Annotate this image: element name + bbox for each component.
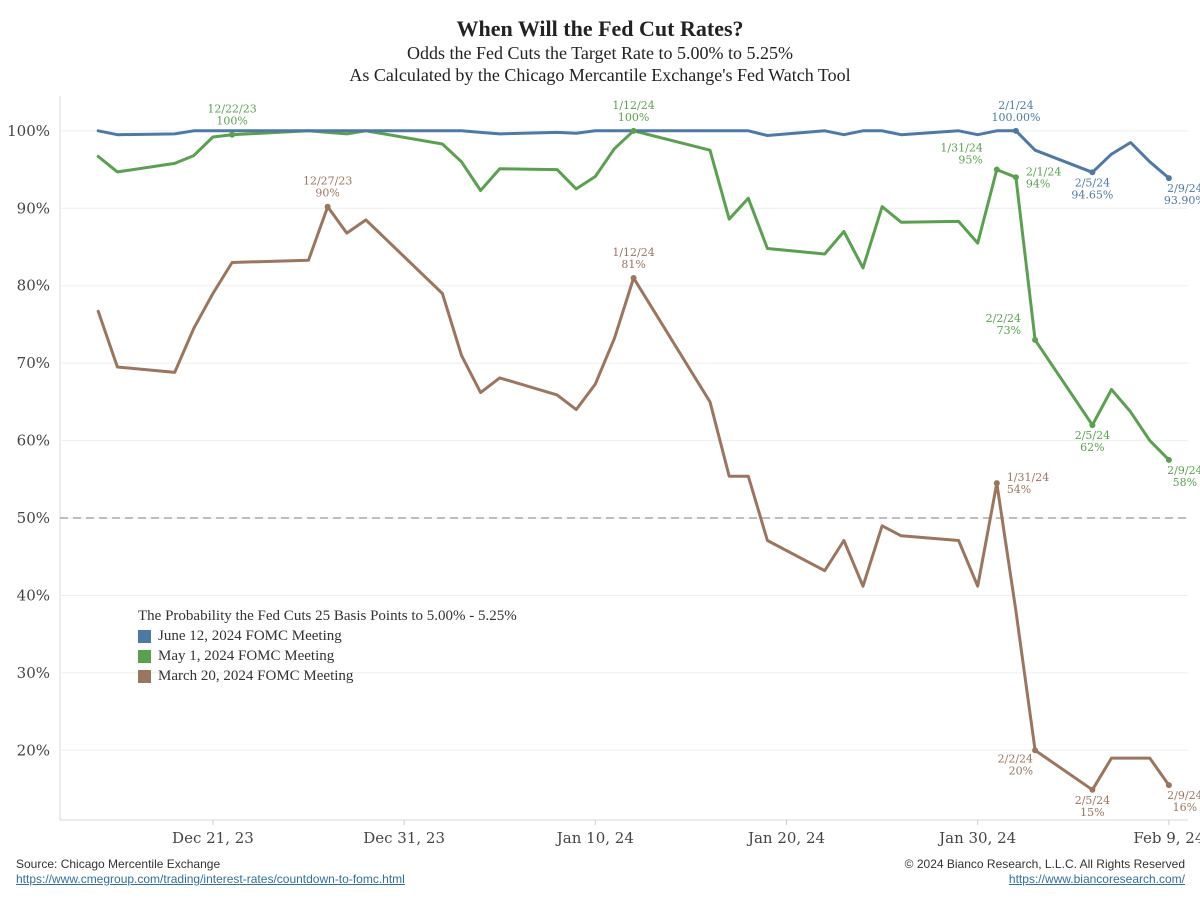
legend-item-may: May 1, 2024 FOMC Meeting (138, 646, 517, 666)
legend: The Probability the Fed Cuts 25 Basis Po… (138, 606, 517, 686)
annotation-date: 2/5/24 (1075, 794, 1110, 807)
annotation-marker (1089, 786, 1096, 793)
x-tick-label: Jan 30, 24 (937, 829, 1016, 847)
y-tick-label: 20% (17, 741, 50, 759)
source-note: Source: Chicago Mercentile Exchange http… (16, 857, 405, 887)
annotation-value: 93.90% (1164, 194, 1200, 207)
legend-label-may: May 1, 2024 FOMC Meeting (158, 648, 335, 664)
annotation-value: 95% (958, 154, 982, 167)
annotation-date: 2/9/24 (1167, 789, 1200, 802)
legend-swatch-may (138, 649, 151, 663)
legend-label-march: March 20, 2024 FOMC Meeting (158, 668, 354, 684)
annotation-marker (1012, 174, 1019, 181)
copyright-text: © 2024 Bianco Research, L.L.C. All Right… (904, 857, 1185, 871)
y-tick-label: 40% (17, 586, 50, 604)
annotation-value: 94% (1026, 177, 1050, 190)
legend-item-march: March 20, 2024 FOMC Meeting (138, 666, 517, 686)
x-tick-label: Dec 31, 23 (363, 829, 445, 847)
annotation-value: 62% (1080, 441, 1104, 454)
series-line-may (96, 129, 1171, 462)
annotation-value: 58% (1173, 476, 1197, 489)
annotation-marker (1089, 422, 1096, 429)
legend-label-june: June 12, 2024 FOMC Meeting (158, 628, 342, 644)
x-tick-label: Dec 21, 23 (172, 829, 254, 847)
annotation-date: 2/1/24 (1026, 165, 1061, 178)
annotation-marker (1165, 456, 1172, 463)
annotation-value: 94.65% (1071, 188, 1113, 201)
y-tick-label: 100% (7, 122, 50, 140)
annotation-date: 2/9/24 (1167, 464, 1200, 477)
annotation-date: 2/2/24 (986, 312, 1021, 325)
y-tick-label: 60% (17, 432, 50, 450)
annotation-value: 16% (1173, 801, 1197, 814)
annotation-value: 100% (216, 115, 247, 128)
annotation-value: 90% (315, 187, 339, 200)
legend-item-june: June 12, 2024 FOMC Meeting (138, 626, 517, 646)
annotation-value: 20% (1009, 764, 1033, 777)
annotation-marker (1032, 747, 1039, 754)
series-line-june (96, 129, 1171, 180)
annotation-marker (630, 127, 637, 134)
y-tick-label: 80% (17, 277, 50, 295)
copyright-note: © 2024 Bianco Research, L.L.C. All Right… (905, 857, 1185, 887)
annotation-date: 2/9/24 (1167, 182, 1200, 195)
annotation-date: 1/31/24 (1007, 471, 1049, 484)
annotation-marker (1165, 782, 1172, 789)
y-tick-label: 30% (17, 664, 50, 682)
series-line-march (96, 205, 1171, 792)
annotation-marker (324, 203, 331, 210)
annotation-date: 12/22/23 (207, 103, 256, 116)
annotation-value: 73% (997, 324, 1021, 337)
annotation-marker (1089, 169, 1096, 176)
x-tick-label: Jan 20, 24 (746, 829, 825, 847)
annotation-marker (1012, 127, 1019, 134)
site-link[interactable]: https://www.biancoresearch.com/ (1008, 872, 1185, 886)
annotation-value: 15% (1080, 806, 1104, 819)
x-tick-label: Feb 9, 24 (1133, 829, 1200, 847)
annotation-date: 1/12/24 (612, 246, 654, 259)
legend-swatch-march (138, 669, 151, 683)
annotation-value: 100.00% (991, 111, 1040, 124)
legend-swatch-june (138, 629, 151, 643)
annotation-marker (630, 274, 637, 281)
annotation-date: 2/5/24 (1075, 176, 1110, 189)
annotation-marker (229, 131, 236, 138)
chart-title: When Will the Fed Cut Rates? (456, 16, 744, 41)
source-text: Source: Chicago Mercentile Exchange (16, 857, 221, 871)
legend-title: The Probability the Fed Cuts 25 Basis Po… (138, 608, 517, 624)
annotation-value: 54% (1007, 483, 1031, 496)
annotation-value: 100% (618, 111, 649, 124)
y-tick-label: 50% (17, 509, 50, 527)
annotation-marker (1032, 336, 1039, 343)
chart-titles: When Will the Fed Cut Rates? Odds the Fe… (0, 16, 1200, 86)
y-tick-label: 70% (17, 354, 50, 372)
chart-subtitle-1: Odds the Fed Cuts the Target Rate to 5.0… (406, 43, 794, 63)
annotation-value: 81% (621, 258, 645, 271)
annotation-marker (993, 480, 1000, 487)
annotation-date: 1/12/24 (612, 99, 654, 112)
annotation-date: 1/31/24 (940, 142, 982, 155)
annotation-date: 2/1/24 (998, 99, 1033, 112)
annotation-date: 2/5/24 (1075, 429, 1110, 442)
annotation-date: 12/27/23 (303, 175, 352, 188)
annotation-date: 2/2/24 (998, 752, 1033, 765)
annotation-marker (1165, 175, 1172, 182)
y-tick-label: 90% (17, 199, 50, 217)
source-link[interactable]: https://www.cmegroup.com/trading/interes… (16, 872, 405, 886)
annotation-marker (993, 166, 1000, 173)
chart-subtitle-2: As Calculated by the Chicago Mercantile … (349, 65, 851, 85)
x-tick-label: Jan 10, 24 (555, 829, 634, 847)
